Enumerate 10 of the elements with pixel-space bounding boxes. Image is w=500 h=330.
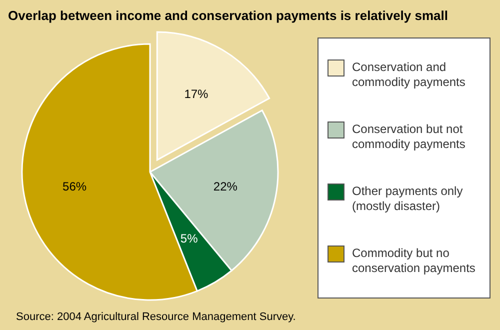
data-label: 5%	[180, 231, 198, 246]
data-label: 17%	[184, 87, 209, 102]
legend-label: Conservation and commodity payments	[352, 60, 466, 89]
legend-label: Other payments only (mostly disaster)	[352, 184, 463, 213]
legend-label: Conservation but not commodity payments	[352, 122, 466, 151]
data-label: 56%	[62, 180, 87, 194]
source-note: Source: 2004 Agricultural Resource Management Survey.	[16, 311, 296, 323]
chart-title: Overlap between income and conservation payments is relatively small	[8, 8, 448, 23]
legend-label: Commodity but no conservation payments	[352, 246, 476, 275]
data-label: 22%	[213, 180, 238, 194]
